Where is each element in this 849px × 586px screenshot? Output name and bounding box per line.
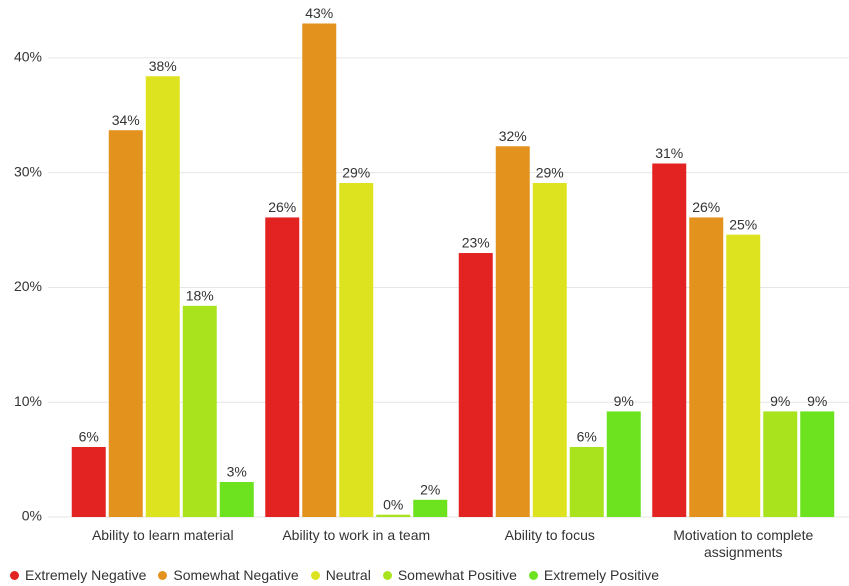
y-tick-label: 0%: [22, 508, 42, 524]
bar: [532, 183, 567, 518]
data-label: 31%: [655, 145, 683, 161]
x-tick-label: Ability to work in a team: [282, 527, 431, 543]
bar: [726, 234, 761, 517]
bar: [495, 146, 530, 517]
bar: [182, 305, 217, 517]
bar: [219, 481, 254, 517]
legend-label: Somewhat Positive: [397, 567, 517, 583]
bar: [302, 23, 337, 518]
bar: [339, 183, 374, 518]
bar: [71, 446, 106, 517]
bar: [569, 446, 604, 517]
bar: [689, 217, 724, 517]
x-tick-label: Ability to learn material: [91, 527, 234, 543]
bar: [652, 163, 687, 517]
bar: [763, 411, 798, 517]
data-label: 25%: [729, 216, 757, 232]
bar: [413, 499, 448, 517]
legend-marker: [158, 570, 168, 580]
data-label: 38%: [149, 58, 177, 74]
data-label: 9%: [807, 393, 827, 409]
data-label: 18%: [186, 288, 214, 304]
data-label: 6%: [79, 429, 99, 445]
legend-item: Extremely Negative: [10, 567, 146, 583]
y-tick-label: 20%: [14, 278, 42, 294]
data-label: 3%: [227, 464, 247, 480]
y-tick-label: 40%: [14, 49, 42, 65]
data-label: 23%: [462, 235, 490, 251]
legend-marker: [310, 570, 320, 580]
legend-item: Somewhat Negative: [158, 567, 299, 583]
data-label: 6%: [577, 429, 597, 445]
legend-label: Extremely Positive: [543, 567, 660, 583]
data-label: 0%: [383, 496, 403, 512]
data-label: 9%: [614, 393, 634, 409]
legend-item: Neutral: [310, 567, 371, 583]
data-label: 29%: [536, 165, 564, 181]
legend-marker: [10, 570, 19, 580]
bar: [145, 76, 180, 517]
legend-marker: [528, 570, 538, 580]
legend-marker: [382, 570, 392, 580]
bar: [376, 514, 411, 517]
bar: [606, 411, 641, 517]
bar: [800, 411, 835, 517]
data-label: 29%: [342, 165, 370, 181]
x-tick-label: Motivation to complete assignments: [673, 527, 814, 560]
legend-item: Extremely Positive: [528, 567, 660, 583]
data-label: 9%: [770, 393, 790, 409]
legend-label: Somewhat Negative: [173, 567, 299, 583]
data-label: 34%: [112, 112, 140, 128]
x-tick-label: Ability to focus: [504, 527, 595, 543]
bar: [108, 130, 143, 517]
bar: [458, 253, 493, 518]
data-label: 43%: [305, 5, 333, 21]
data-label: 2%: [420, 481, 440, 497]
data-label: 26%: [692, 199, 720, 215]
legend-item: Somewhat Positive: [382, 567, 517, 583]
legend: Extremely Negative Somewhat Negative Neutr…: [10, 567, 659, 583]
bar: [265, 217, 300, 517]
y-tick-label: 10%: [14, 393, 42, 409]
data-label: 26%: [268, 199, 296, 215]
data-label: 32%: [499, 128, 527, 144]
y-tick-label: 30%: [14, 163, 42, 179]
legend-label: Neutral: [325, 567, 371, 583]
legend-label: Extremely Negative: [25, 567, 147, 583]
